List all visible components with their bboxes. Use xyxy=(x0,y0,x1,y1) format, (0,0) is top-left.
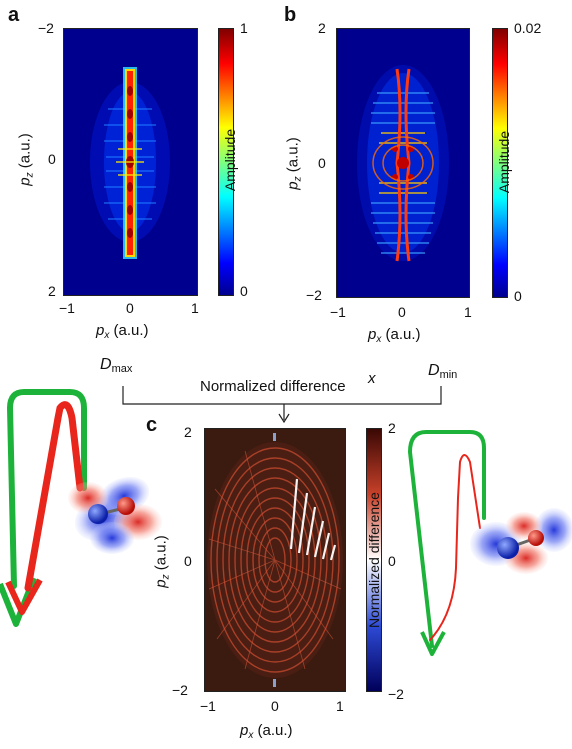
panel-b-colorbar-min: 0 xyxy=(514,288,522,304)
panel-c-colorbar-max: 2 xyxy=(388,420,396,436)
panel-b-xtick-right: 1 xyxy=(464,304,472,320)
x-symbol: x xyxy=(368,370,376,387)
panel-c-colorbar xyxy=(366,428,382,692)
panel-a-colorbar-min: 0 xyxy=(240,283,248,299)
panel-b-ytick-mid: 0 xyxy=(318,155,326,171)
panel-c-colorbar-mid: 0 xyxy=(388,553,396,569)
panel-b-xlabel: px (a.u.) xyxy=(368,326,421,345)
dmax-trajectory-illustration xyxy=(0,389,162,627)
panel-b-colorbar xyxy=(492,28,508,298)
panel-c-heatmap xyxy=(204,428,346,692)
panel-b-ytick-bottom: −2 xyxy=(306,287,322,303)
panel-a-xtick-right: 1 xyxy=(191,300,199,316)
panel-b-letter: b xyxy=(284,4,297,26)
panel-b-colorbar-max: 0.02 xyxy=(514,20,542,36)
panel-a-xtick-left: −1 xyxy=(59,300,75,316)
panel-a-ytick-top: −2 xyxy=(38,20,54,36)
d-max-label: Dmax xyxy=(100,356,133,375)
panel-c-xtick-mid: 0 xyxy=(271,698,279,714)
panel-c-xtick-right: 1 xyxy=(336,698,344,714)
panel-c-ytick-bottom: −2 xyxy=(172,682,188,698)
d-min-label: Dmin xyxy=(428,362,458,381)
normalized-difference-text: Normalized difference xyxy=(200,378,346,395)
dmin-trajectory-illustration xyxy=(407,430,572,656)
panel-a-letter: a xyxy=(8,4,20,26)
panel-c-colorbar-min: −2 xyxy=(388,686,404,702)
connector-bracket xyxy=(122,386,442,424)
panel-a-heatmap xyxy=(63,28,198,296)
panel-b-xtick-mid: 0 xyxy=(398,304,406,320)
panel-b-ytick-top: 2 xyxy=(318,20,326,36)
panel-a-colorbar xyxy=(218,28,234,296)
panel-a-xlabel: px (a.u.) xyxy=(96,322,149,341)
panel-b-heatmap xyxy=(336,28,470,298)
panel-c-ytick-mid: 0 xyxy=(184,553,192,569)
panel-c-xlabel: px (a.u.) xyxy=(240,722,293,741)
panel-a-ytick-bottom: 2 xyxy=(48,283,56,299)
panel-a-ytick-mid: 0 xyxy=(48,151,56,167)
panel-c-letter: c xyxy=(146,414,158,436)
panel-b-xtick-left: −1 xyxy=(330,304,346,320)
panel-c-xtick-left: −1 xyxy=(200,698,216,714)
panel-a-xtick-mid: 0 xyxy=(126,300,134,316)
panel-c-colorbar-label: Normalized difference xyxy=(366,492,382,628)
panel-c-ytick-top: 2 xyxy=(184,424,192,440)
panel-a-colorbar-max: 1 xyxy=(240,20,248,36)
